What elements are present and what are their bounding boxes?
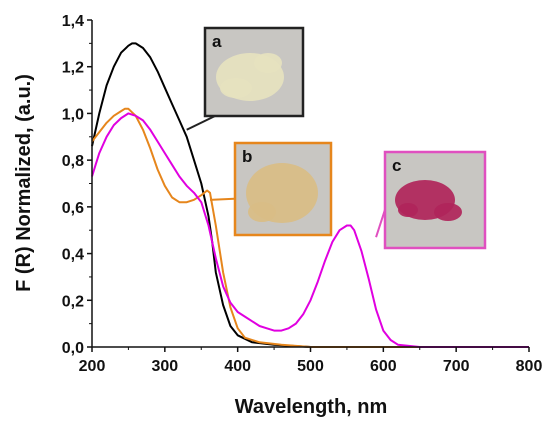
x-tick-label: 600 <box>370 358 397 375</box>
series-line-c <box>91 112 529 348</box>
y-tick-label: 0,8 <box>62 153 84 170</box>
x-tick-label: 500 <box>297 358 324 375</box>
x-tick-label: 200 <box>79 358 106 375</box>
x-axis-title: Wavelength, nm <box>235 396 388 418</box>
x-tick-label: 700 <box>443 358 470 375</box>
y-tick-label: 0,6 <box>62 200 84 217</box>
y-axis-title: F (R) Normalized, (a.u.) <box>13 74 35 292</box>
y-tick-label: 0,0 <box>62 340 84 357</box>
inset-label-c: c <box>392 156 401 175</box>
x-tick-label: 400 <box>224 358 251 375</box>
powder-sample <box>248 202 276 222</box>
y-tick-label: 0,2 <box>62 293 84 310</box>
sample-inset-a: a <box>186 26 305 131</box>
inset-label-b: b <box>242 147 252 166</box>
y-tick-label: 1,0 <box>62 106 84 123</box>
y-tick-label: 1,4 <box>62 13 84 30</box>
series-line-a <box>91 42 529 348</box>
y-tick-label: 0,4 <box>62 247 84 264</box>
sample-inset-c: c <box>375 150 487 250</box>
powder-sample <box>220 78 252 98</box>
sample-inset-b: b <box>209 141 333 237</box>
inset-label-a: a <box>212 32 222 51</box>
powder-sample <box>398 203 418 217</box>
leader-line-c <box>375 209 386 238</box>
series-line-b <box>91 107 529 348</box>
leader-line-a <box>186 115 216 131</box>
powder-sample <box>434 203 462 221</box>
x-tick-label: 300 <box>151 358 178 375</box>
powder-sample <box>254 53 282 73</box>
y-tick-label: 1,2 <box>62 60 84 77</box>
x-tick-label: 800 <box>516 358 543 375</box>
